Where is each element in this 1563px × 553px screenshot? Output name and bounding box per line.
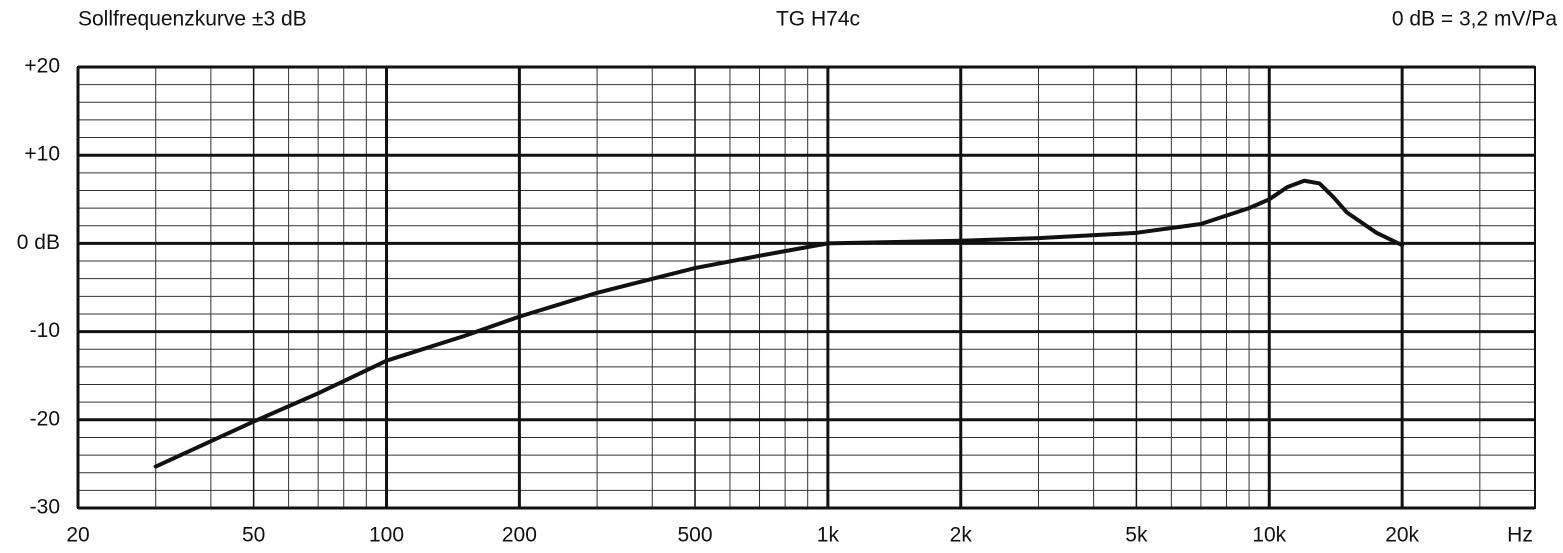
x-tick-label: 5k	[1125, 524, 1148, 547]
x-tick-label: 20	[66, 524, 89, 547]
x-tick-label: 2k	[950, 524, 973, 547]
x-tick-label: 20k	[1385, 524, 1419, 547]
x-tick-label: 200	[502, 524, 537, 547]
x-tick-label: 100	[369, 524, 404, 547]
x-tick-label: 10k	[1252, 524, 1286, 547]
x-tick-label: 50	[242, 524, 265, 547]
annotation: 0 dB = 3,2 mV/Pa	[1392, 8, 1558, 31]
chart-title: TG H74c	[776, 8, 860, 31]
y-tick-label: -20	[30, 407, 60, 430]
y-tick-label: 0 dB	[17, 231, 60, 254]
x-axis-label: Hz	[1507, 524, 1533, 547]
plot-frame	[77, 66, 1536, 509]
y-tick-label: -30	[30, 496, 60, 519]
response-curve	[153, 178, 1405, 469]
chart-subtitle: Sollfrequenzkurve ±3 dB	[78, 8, 307, 31]
x-tick-label: 500	[677, 524, 712, 547]
y-tick-label: +10	[24, 143, 60, 166]
y-tick-label: -10	[30, 319, 60, 342]
y-tick-label: +20	[24, 55, 60, 78]
x-tick-label: 1k	[817, 524, 840, 547]
